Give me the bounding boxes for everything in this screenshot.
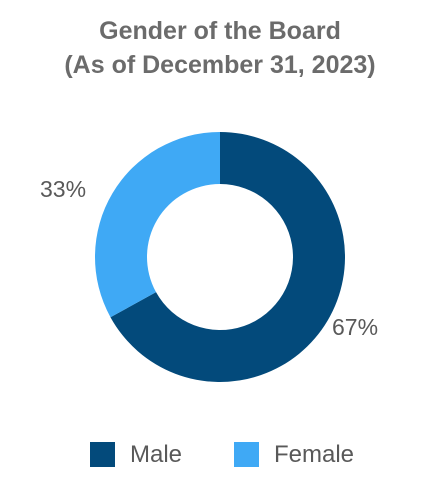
chart-title: Gender of the Board xyxy=(99,17,341,45)
legend-label-female: Female xyxy=(274,441,355,468)
legend-swatch-male xyxy=(90,442,115,467)
chart-subtitle: (As of December 31, 2023) xyxy=(64,51,376,79)
data-label-male: 67% xyxy=(332,314,379,340)
legend-swatch-female xyxy=(234,442,259,467)
data-label-female: 33% xyxy=(40,176,87,202)
donut-slice-male xyxy=(110,132,345,382)
donut-slice-female xyxy=(94,132,220,318)
chart-legend: Male Female xyxy=(0,438,440,472)
chart-title-block: Gender of the Board (As of December 31, … xyxy=(0,14,440,82)
legend-label-male: Male xyxy=(130,441,183,468)
